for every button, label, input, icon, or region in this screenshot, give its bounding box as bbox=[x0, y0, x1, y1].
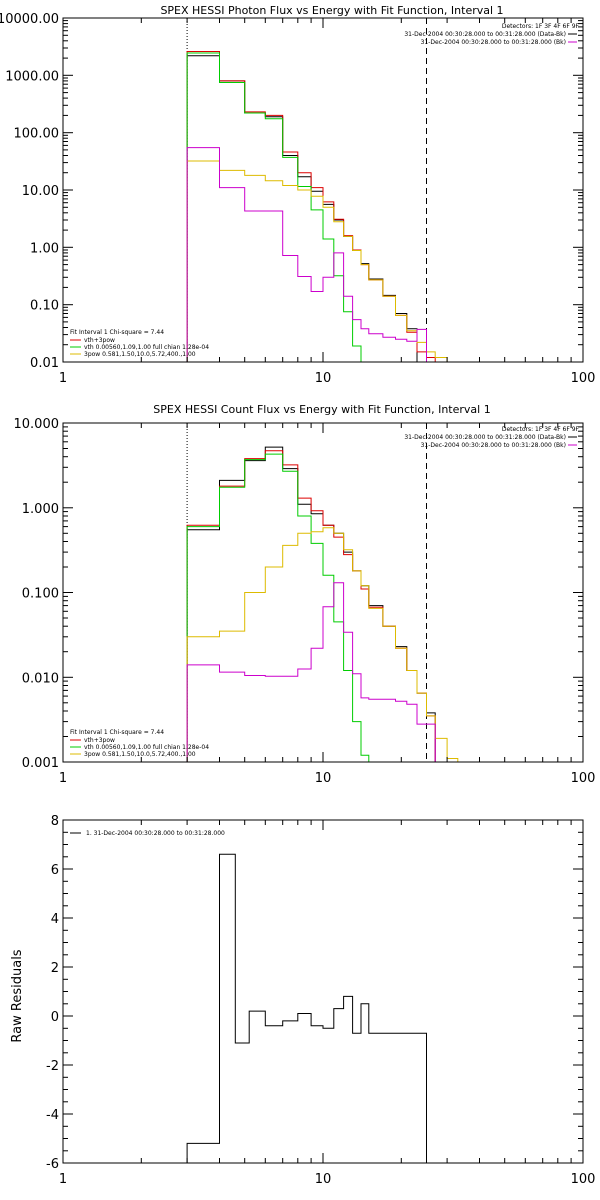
photon-plot-area bbox=[186, 18, 448, 363]
residuals-y-tick-label: -6 bbox=[46, 1157, 59, 1172]
residuals-series-residual bbox=[186, 853, 427, 1163]
photon-y-tick-label: 100.00 bbox=[14, 127, 60, 142]
photon-legend-bk-text: 31-Dec-2004 00:30:28.000 to 00:31:28.000… bbox=[421, 39, 566, 46]
photon-y-tick-label: 0.10 bbox=[30, 299, 59, 314]
count-axes: 1 10 100 0.001 0.010 0.100 1.000 10.000 bbox=[14, 417, 596, 786]
residuals-x-tick-label: 10 bbox=[315, 1172, 332, 1187]
count-y-tick-label: 10.000 bbox=[14, 417, 60, 432]
residuals-axes-frame bbox=[62, 819, 584, 1164]
residuals-y-axis-label: Raw Residuals bbox=[10, 949, 25, 1042]
residuals-y-tick-label: -4 bbox=[46, 1108, 59, 1123]
residuals-legend: 1. 31-Dec-2004 00:30:28.000 to 00:31:28.… bbox=[70, 830, 225, 837]
count-legend-top: 31-Dec-2004 00:30:28.000 to 00:31:28.000… bbox=[404, 434, 577, 449]
photon-axes: 1 10 100 0.01 0.10 1.00 10.00 100.00 1000.00 1000… bbox=[0, 12, 595, 386]
photon-legend-databk-text: 31-Dec-2004 00:30:28.000 to 00:31:28.000… bbox=[404, 31, 566, 38]
photon-legend-vth-text: vth 0.00560,1.09,1.00 full chian 1.28e-0… bbox=[84, 344, 209, 351]
residuals-y-tick-label: 6 bbox=[51, 863, 59, 878]
photon-flux-panel: SPEX HESSI Photon Flux vs Energy with Fi… bbox=[0, 4, 595, 386]
count-series-vth-3pow bbox=[186, 450, 436, 762]
count-y-tick-label: 0.100 bbox=[22, 587, 59, 602]
count-series-vth bbox=[186, 453, 370, 762]
count-series-3pow bbox=[186, 527, 459, 762]
photon-fit-info-text: Fit Interval 1 Chi-square = 7.44 bbox=[70, 329, 164, 336]
count-chart-title: SPEX HESSI Count Flux vs Energy with Fit… bbox=[153, 403, 490, 416]
residuals-y-tick-label: 2 bbox=[51, 961, 59, 976]
photon-y-tick-label: 0.01 bbox=[30, 356, 59, 371]
photon-x-tick-label: 1 bbox=[59, 371, 67, 386]
count-plot-area bbox=[186, 423, 459, 762]
count-legend-databk-text: 31-Dec-2004 00:30:28.000 to 00:31:28.000… bbox=[404, 434, 566, 441]
photon-legend-sum-text: vth+3pow bbox=[84, 337, 115, 344]
count-axes-frame bbox=[62, 422, 584, 763]
residuals-y-tick-label: 8 bbox=[51, 814, 59, 829]
residuals-axes: 1 10 100 -6 -4 -2 0 2 4 6 8 bbox=[46, 814, 595, 1187]
residuals-legend-text: 1. 31-Dec-2004 00:30:28.000 to 00:31:28.… bbox=[86, 830, 225, 837]
residuals-panel: Raw Residuals 1. 31-Dec-2004 00:30:28.00… bbox=[10, 814, 595, 1187]
residuals-y-tick-label: 0 bbox=[51, 1010, 59, 1025]
photon-legend-pow-text: 3pow 0.581,1.50,10.0,5.72,400.,1.00 bbox=[84, 351, 196, 358]
residuals-y-tick-label: -2 bbox=[46, 1059, 59, 1074]
residuals-y-tick-label: 4 bbox=[51, 912, 59, 927]
residuals-x-tick-label: 1 bbox=[59, 1172, 67, 1187]
count-legend-sum-text: vth+3pow bbox=[84, 737, 115, 744]
photon-y-tick-label: 10000.00 bbox=[0, 12, 59, 27]
count-x-tick-label: 100 bbox=[571, 771, 596, 786]
count-x-tick-label: 10 bbox=[315, 771, 332, 786]
count-y-tick-label: 1.000 bbox=[22, 502, 59, 517]
photon-series-bk bbox=[186, 147, 427, 362]
residuals-x-tick-label: 100 bbox=[571, 1172, 596, 1187]
count-legend-vth-text: vth 0.00560,1.09,1.00 full chian 1.28e-0… bbox=[84, 744, 209, 751]
count-series-bk bbox=[186, 582, 436, 762]
residuals-plot-area bbox=[186, 853, 427, 1163]
photon-legend-bottom: Fit Interval 1 Chi-square = 7.44 vth+3po… bbox=[70, 329, 209, 358]
photon-x-tick-label: 10 bbox=[315, 371, 332, 386]
photon-y-tick-label: 1.00 bbox=[30, 241, 59, 256]
count-series-data-bk bbox=[186, 446, 436, 762]
count-legend-bk-text: 31-Dec-2004 00:30:28.000 to 00:31:28.000… bbox=[421, 442, 566, 449]
count-y-tick-label: 0.010 bbox=[22, 671, 59, 686]
photon-chart-title: SPEX HESSI Photon Flux vs Energy with Fi… bbox=[160, 4, 503, 17]
photon-detectors-text: Detectors: 1F 3F 4F 6F 9F bbox=[502, 23, 580, 30]
photon-y-tick-label: 1000.00 bbox=[5, 69, 59, 84]
photon-series-data-bk bbox=[186, 55, 418, 362]
photon-x-tick-label: 100 bbox=[571, 371, 596, 386]
photon-legend-top: 31-Dec-2004 00:30:28.000 to 00:31:28.000… bbox=[404, 31, 577, 46]
count-flux-panel: SPEX HESSI Count Flux vs Energy with Fit… bbox=[14, 403, 596, 786]
count-y-tick-label: 0.001 bbox=[22, 756, 59, 771]
count-legend-pow-text: 3pow 0.581,1.50,10.0,5.72,400.,1.00 bbox=[84, 751, 196, 758]
count-x-tick-label: 1 bbox=[59, 771, 67, 786]
count-legend-bottom: Fit Interval 1 Chi-square = 7.44 vth+3po… bbox=[70, 729, 209, 758]
photon-series-vth bbox=[186, 52, 369, 363]
count-detectors-text: Detectors: 1F 3F 4F 6F 9F bbox=[502, 426, 580, 433]
count-fit-info-text: Fit Interval 1 Chi-square = 7.44 bbox=[70, 729, 164, 736]
photon-y-tick-label: 10.00 bbox=[22, 184, 59, 199]
